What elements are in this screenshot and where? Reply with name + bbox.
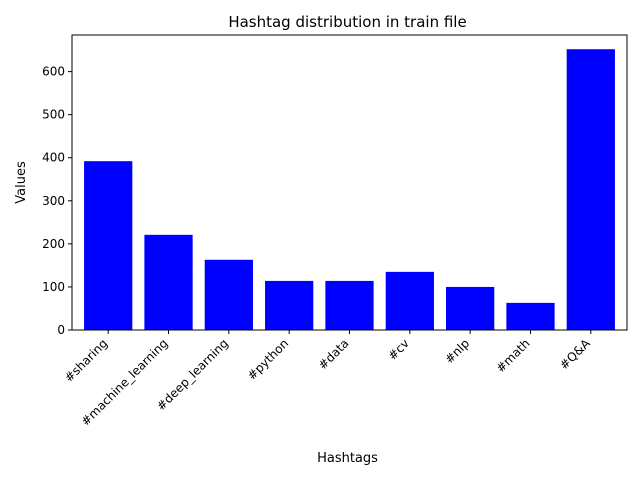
bar-5 [385,271,434,330]
x-tick-label-3: #python [245,336,292,383]
x-tick-label-5: #cv [385,336,412,363]
x-tick-label-8: #Q&A [557,336,594,373]
plot-area [84,49,615,331]
bar-8 [566,49,615,331]
y-axis: 0 100 200 300 400 500 600 [42,65,72,337]
x-tick-label-0: #sharing [62,336,111,385]
y-tick-label-3: 300 [42,194,65,208]
bar-7 [506,302,555,330]
x-tick-label-7: #math [493,336,532,375]
y-tick-label-5: 500 [42,108,65,122]
y-tick-label-0: 0 [57,323,65,337]
bar-4 [325,280,374,330]
x-axis-label: Hashtags [317,451,378,466]
y-tick-label-6: 600 [42,65,65,79]
x-tick-label-6: #nlp [442,336,472,366]
y-axis-label: Values [14,161,29,204]
plot-frame [71,34,628,331]
bar-0 [84,161,133,330]
bar-2 [204,259,253,330]
y-tick-label-4: 400 [42,151,65,165]
chart-title: Hashtag distribution in train file [228,13,466,31]
y-tick-label-1: 100 [42,280,65,294]
bar-3 [265,280,314,330]
x-tick-label-4: #data [315,336,351,372]
bar-6 [446,286,495,330]
bar-1 [144,234,193,330]
x-axis: #sharing#machine_learning#deep_learning #… [62,330,594,429]
y-tick-label-2: 200 [42,237,65,251]
